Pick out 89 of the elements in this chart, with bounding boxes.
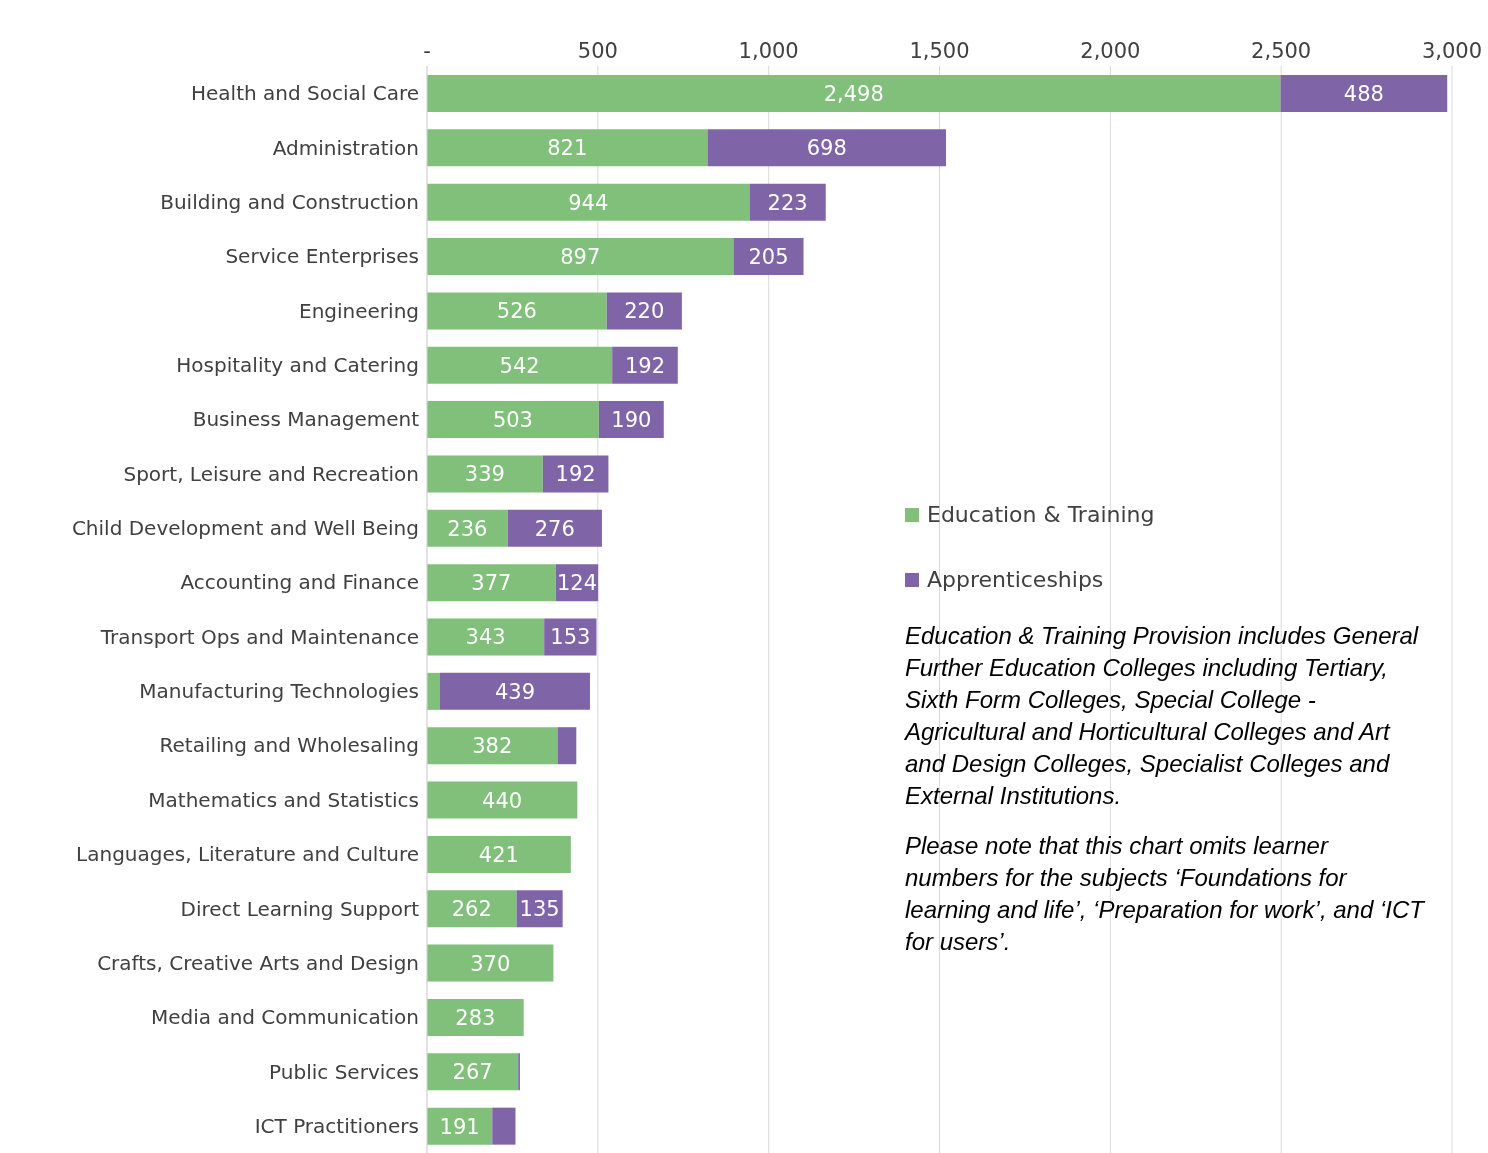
data-label: 153 bbox=[550, 625, 591, 650]
data-label: 421 bbox=[478, 842, 519, 867]
y-tick-label: Engineering bbox=[299, 298, 419, 323]
data-label: 382 bbox=[472, 734, 513, 759]
y-tick-label: Manufacturing Technologies bbox=[139, 679, 419, 704]
data-label: 698 bbox=[806, 136, 847, 161]
bar bbox=[427, 346, 613, 384]
data-label: 220 bbox=[624, 299, 665, 324]
data-label: 135 bbox=[519, 897, 560, 922]
y-tick-label: Languages, Literature and Culture bbox=[76, 842, 419, 867]
y-tick-label: Media and Communication bbox=[150, 1005, 419, 1030]
y-tick-label: Health and Social Care bbox=[191, 81, 419, 106]
data-label: 205 bbox=[748, 245, 789, 270]
bar bbox=[427, 618, 545, 656]
bar bbox=[749, 183, 826, 221]
y-tick-label: Accounting and Finance bbox=[180, 570, 419, 595]
data-label: 542 bbox=[499, 353, 540, 378]
data-label: 439 bbox=[494, 679, 536, 704]
y-tick-label: Hospitality and Catering bbox=[176, 353, 419, 378]
bar bbox=[733, 238, 804, 276]
data-label: 440 bbox=[482, 788, 523, 813]
data-label: 276 bbox=[534, 516, 575, 541]
data-label: 262 bbox=[451, 897, 492, 922]
y-tick-label: Crafts, Creative Arts and Design bbox=[97, 950, 419, 975]
y-tick-label: Administration bbox=[272, 135, 419, 160]
bar bbox=[427, 835, 571, 873]
bar bbox=[427, 1053, 519, 1091]
data-label: 526 bbox=[496, 299, 537, 324]
data-label: 821 bbox=[547, 136, 588, 161]
x-tick-label: - bbox=[423, 39, 431, 63]
x-tick-label: 1,000 bbox=[738, 39, 799, 63]
y-tick-label: Service Enterprises bbox=[225, 244, 419, 269]
bar bbox=[507, 509, 602, 547]
bar bbox=[557, 727, 577, 765]
legend-label: Apprenticeships bbox=[927, 567, 1104, 592]
x-tick-label: 1,500 bbox=[909, 39, 970, 63]
y-tick-label: Direct Learning Support bbox=[180, 896, 420, 921]
bar bbox=[439, 672, 590, 710]
bar bbox=[427, 672, 440, 710]
bar bbox=[427, 998, 524, 1036]
bar bbox=[427, 455, 543, 493]
bar bbox=[427, 238, 734, 276]
y-tick-label: Business Management bbox=[192, 407, 420, 432]
bar bbox=[427, 727, 558, 765]
y-tick-label: Public Services bbox=[269, 1059, 419, 1084]
bar bbox=[427, 401, 599, 439]
bar bbox=[427, 292, 607, 330]
data-label: 944 bbox=[568, 190, 609, 215]
data-label: 339 bbox=[464, 462, 505, 487]
y-tick-label: ICT Practitioners bbox=[254, 1113, 419, 1138]
data-label: 124 bbox=[556, 571, 598, 596]
bar bbox=[427, 129, 708, 167]
bar bbox=[707, 129, 946, 167]
data-label: 236 bbox=[447, 516, 488, 541]
data-label: 370 bbox=[470, 951, 511, 976]
data-label: 283 bbox=[455, 1005, 496, 1030]
x-tick-label: 2,000 bbox=[1080, 39, 1141, 63]
bar bbox=[427, 944, 554, 982]
x-tick-label: 3,000 bbox=[1421, 39, 1483, 63]
annotation: Education & Training Provision includes General Further Education Colleges including Tertiary, Sixth Form Colleges, Special College - Agricultural and Horticultural Colleges and Art and Design Colleges, Specialist Colleges and External Institutions. bbox=[905, 621, 1420, 811]
legend-label: Education & Training bbox=[927, 502, 1155, 527]
bar bbox=[427, 183, 750, 221]
y-tick-label: Transport Ops and Maintenance bbox=[99, 624, 419, 649]
bar bbox=[1280, 75, 1448, 112]
data-label: 343 bbox=[465, 625, 506, 650]
data-label: 190 bbox=[611, 408, 652, 433]
data-label: 2,498 bbox=[823, 81, 884, 106]
y-tick-label: Retailing and Wholesaling bbox=[159, 733, 419, 758]
y-tick-label: Child Development and Well Being bbox=[71, 516, 419, 541]
y-tick-label: Sport, Leisure and Recreation bbox=[123, 461, 419, 486]
bar bbox=[492, 1107, 516, 1145]
data-label: 192 bbox=[624, 353, 666, 378]
bar bbox=[427, 564, 556, 602]
data-label: 191 bbox=[439, 1114, 480, 1139]
data-label: 267 bbox=[452, 1060, 493, 1085]
x-tick-label: 2,500 bbox=[1251, 39, 1312, 63]
bar bbox=[427, 781, 578, 819]
data-label: 192 bbox=[555, 462, 596, 487]
annotation: Please note that this chart omits learner numbers for the subjects ‘Foundations for learning and life’, ‘Preparation for work’, and ‘ICT for users’. bbox=[905, 831, 1425, 957]
data-label: 503 bbox=[492, 408, 533, 433]
x-tick-label: 500 bbox=[577, 39, 618, 63]
data-label: 223 bbox=[767, 190, 808, 215]
y-tick-label: Building and Construction bbox=[160, 189, 419, 214]
y-tick-label: Mathematics and Statistics bbox=[148, 787, 419, 812]
data-label: 377 bbox=[471, 571, 512, 596]
data-label: 488 bbox=[1343, 81, 1384, 106]
bar bbox=[427, 75, 1281, 112]
data-label: 897 bbox=[560, 245, 601, 270]
bar bbox=[427, 890, 517, 928]
